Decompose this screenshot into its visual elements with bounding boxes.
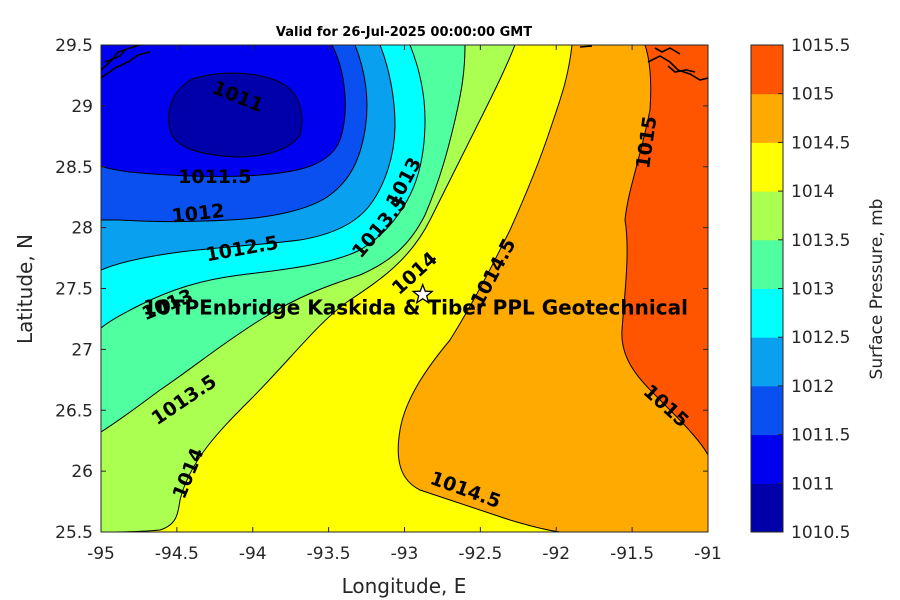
y-axis-label: Latitude, N: [13, 234, 37, 344]
y-tick-label: 25.5: [55, 523, 93, 543]
contour-label: 1011.5: [178, 166, 251, 188]
colorbar-tick-label: 1013.5: [791, 231, 850, 251]
x-ticks: -95 -94.5 -94 -93.5 -93 -92.5 -92 -91.5 -91: [87, 45, 722, 564]
y-tick-label: 27.5: [55, 280, 93, 300]
y-tick-label: 26.5: [55, 401, 93, 421]
colorbar-segment: [751, 45, 783, 95]
x-tick-label: -91.5: [610, 544, 654, 564]
band-1015: [621, 45, 708, 455]
y-tick-label: 26: [71, 462, 93, 482]
colorbar-segment: [751, 191, 783, 241]
site-star-marker: [411, 282, 434, 305]
plot-area: 10111011.510121012.5101310131013.51013.5…: [101, 45, 708, 532]
x-tick-label: -92.5: [458, 544, 502, 564]
colorbar-segment: [751, 142, 783, 192]
band-1010_5: [168, 73, 302, 157]
colorbar-tick-label: 1013: [791, 280, 834, 300]
y-tick-label: 28: [71, 219, 93, 239]
colorbar-tick-label: 1015: [791, 85, 834, 105]
colorbar-tick-label: 1014.5: [791, 133, 850, 153]
colorbar-tick-label: 1015.5: [791, 36, 850, 56]
colorbar-tick-label: 1012: [791, 377, 834, 397]
y-ticks: 25.5 26 26.5 27 27.5 28 28.5 29 29.5: [55, 36, 708, 543]
x-tick-label: -93.5: [307, 544, 351, 564]
x-axis-label: Longitude, E: [342, 574, 467, 598]
x-tick-label: -93: [391, 544, 419, 564]
y-tick-label: 27: [71, 340, 93, 360]
colorbar-segment: [751, 483, 783, 533]
colorbar-tick-label: 1014: [791, 182, 834, 202]
contour-lines: [101, 45, 708, 532]
coastline: [101, 45, 708, 81]
colorbar-tick-label: 1012.5: [791, 328, 850, 348]
site-label: 10TPEnbridge Kaskida & Tiber PPL Geotech…: [143, 296, 688, 320]
y-tick-label: 29.5: [55, 36, 93, 56]
colorbar-segment: [751, 93, 783, 143]
colorbar-tick-label: 1011.5: [791, 426, 850, 446]
x-tick-label: -95: [87, 544, 115, 564]
colorbar-tick-label: 1010.5: [791, 523, 850, 543]
colorbar-segment: [751, 288, 783, 338]
x-tick-label: -91: [694, 544, 722, 564]
y-tick-label: 28.5: [55, 158, 93, 178]
site-layer: 10TPEnbridge Kaskida & Tiber PPL Geotech…: [143, 282, 688, 320]
colorbar-segment: [751, 385, 783, 436]
colorbar-segment: [751, 239, 783, 289]
chart-title: Valid for 26-Jul-2025 00:00:00 GMT: [276, 25, 532, 40]
colorbar-segment: [751, 337, 783, 387]
x-tick-label: -94.5: [155, 544, 199, 564]
colorbar-segment: [751, 434, 783, 484]
colorbar-label: Surface Pressure, mb: [867, 199, 887, 380]
x-tick-label: -92: [542, 544, 570, 564]
contour-label: 1012: [171, 200, 226, 227]
colorbar: 1010.5 1011 1011.5 1012 1012.5 1013 1013.5 1014…: [750, 36, 850, 543]
y-tick-label: 29: [71, 97, 93, 117]
x-tick-label: -94: [239, 544, 267, 564]
colorbar-tick-label: 1011: [791, 474, 834, 494]
